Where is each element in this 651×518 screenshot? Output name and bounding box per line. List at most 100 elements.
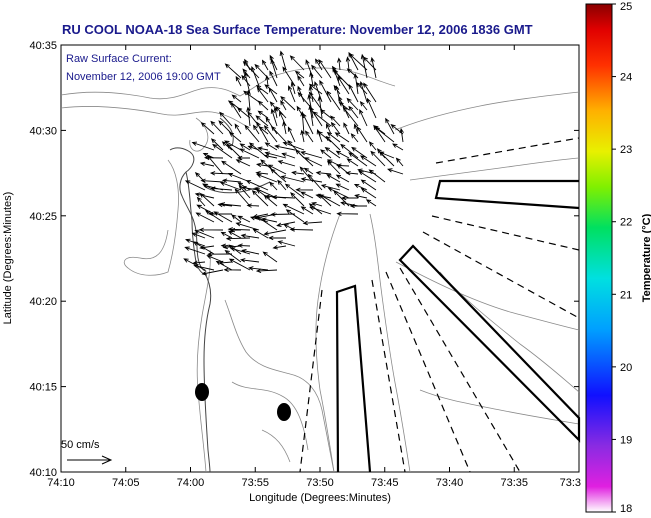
current-vector	[289, 55, 305, 71]
current-vector	[239, 258, 260, 263]
current-vector	[210, 186, 233, 191]
map-panel: 50 cm/s Raw Surface Current: November 12…	[60, 44, 581, 473]
current-vector	[350, 133, 359, 143]
current-vector	[264, 151, 287, 159]
current-vector	[218, 120, 233, 135]
current-vector	[196, 196, 206, 207]
current-vector	[354, 194, 368, 199]
current-vector	[270, 168, 287, 183]
x-tick-label: 73:55	[241, 477, 269, 489]
colorbar-ticks: 25 24 23 22 21 20 19 18	[612, 1, 632, 515]
current-vector	[196, 204, 215, 215]
current-vector	[333, 69, 350, 87]
current-vector	[256, 216, 278, 231]
current-vector	[294, 70, 305, 79]
current-vector	[311, 64, 323, 79]
current-vector	[243, 90, 260, 103]
current-vector	[335, 174, 350, 183]
current-vector	[264, 142, 278, 151]
y-tick-label: 40:25	[29, 211, 57, 223]
current-vector	[191, 141, 215, 151]
x-tick-label: 73:3	[560, 477, 581, 489]
current-vector	[257, 100, 269, 111]
current-vector	[345, 170, 359, 176]
current-vector	[235, 75, 242, 87]
current-vector	[295, 149, 314, 167]
current-vector	[253, 124, 260, 135]
current-vector	[268, 235, 287, 241]
x-tick-label: 73:45	[371, 477, 399, 489]
current-vector	[368, 141, 377, 151]
current-vector	[213, 211, 233, 223]
current-vector	[270, 58, 278, 79]
current-vector	[271, 194, 296, 200]
current-vector	[318, 194, 341, 207]
current-vector	[360, 53, 368, 79]
current-vector	[290, 192, 305, 207]
current-vector	[334, 132, 350, 143]
current-vector	[206, 154, 224, 175]
current-vector	[282, 141, 305, 151]
current-vector	[257, 110, 269, 119]
current-vector	[199, 192, 215, 207]
current-vector	[237, 243, 251, 248]
current-vector	[311, 201, 323, 207]
current-vector	[251, 190, 269, 207]
current-vector	[326, 123, 332, 135]
current-vector	[390, 124, 404, 135]
current-vector	[235, 222, 260, 231]
current-vector	[300, 177, 323, 183]
current-vector	[356, 126, 368, 143]
shipping-lanes	[335, 179, 581, 473]
current-vector	[228, 258, 251, 271]
current-vector	[192, 260, 206, 265]
current-vector	[204, 210, 224, 223]
current-vector	[303, 167, 314, 175]
current-vector	[280, 99, 287, 111]
current-vector	[341, 195, 358, 201]
current-vector	[353, 123, 359, 135]
current-vector	[256, 173, 278, 183]
current-vector	[262, 251, 278, 263]
current-vector	[308, 83, 323, 95]
current-vector	[251, 65, 260, 87]
current-vector	[241, 248, 260, 255]
current-vector	[370, 56, 377, 79]
current-vector	[239, 148, 260, 159]
current-vector	[309, 71, 314, 87]
current-vector	[378, 151, 395, 167]
current-vector	[239, 143, 251, 151]
current-vector	[359, 108, 368, 127]
x-tick-label: 73:35	[500, 477, 528, 489]
current-vector	[374, 126, 395, 143]
current-vector	[210, 138, 224, 151]
current-vector	[221, 160, 242, 175]
current-vector	[228, 132, 242, 143]
current-vector	[225, 236, 251, 241]
current-vector	[308, 85, 314, 103]
y-tick-label: 40:20	[29, 296, 57, 308]
colorbar-label: Temperature (°C)	[641, 213, 651, 302]
current-vector	[360, 187, 377, 199]
current-vector	[280, 96, 296, 111]
current-vector	[285, 209, 305, 223]
current-vector	[335, 150, 350, 159]
current-vector	[254, 63, 269, 79]
current-vector	[191, 232, 206, 239]
current-vector	[210, 120, 224, 135]
current-vector	[206, 254, 224, 263]
current-vector	[224, 63, 242, 79]
current-vector	[230, 247, 251, 255]
current-vector	[224, 249, 242, 263]
current-vector	[340, 143, 359, 159]
current-vector	[226, 143, 242, 159]
current-vector	[231, 94, 242, 103]
x-tick-label: 74:05	[112, 477, 140, 489]
current-vector	[276, 221, 296, 228]
current-vector	[345, 56, 351, 71]
current-vector	[319, 79, 332, 103]
current-vector	[221, 141, 233, 151]
current-vector	[277, 240, 296, 247]
current-vector	[237, 155, 251, 161]
